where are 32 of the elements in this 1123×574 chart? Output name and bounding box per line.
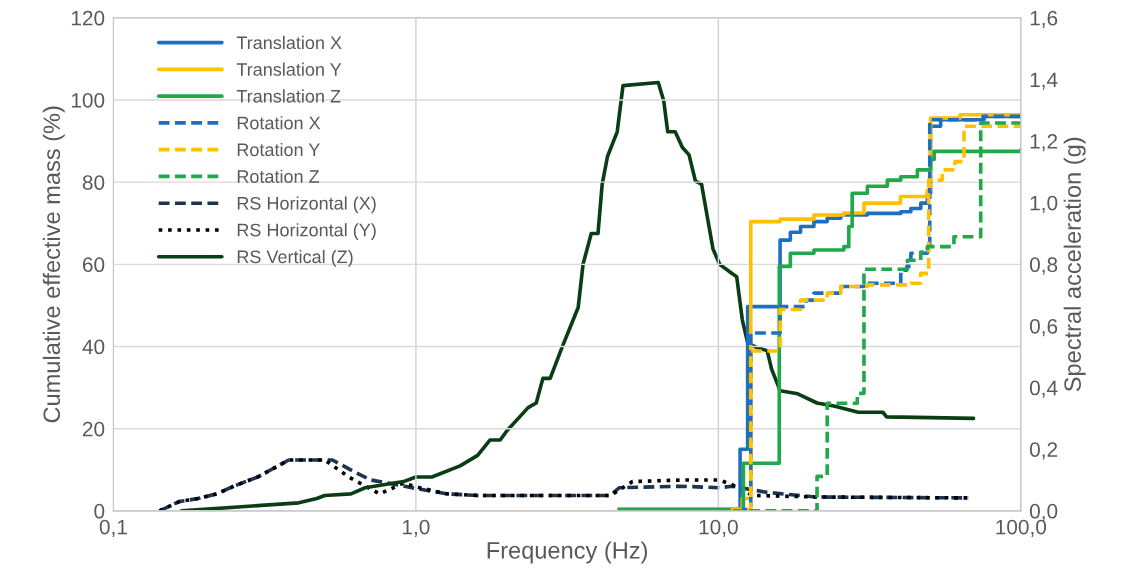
- y-tick-label: 20: [82, 421, 105, 437]
- y2-tick-label: 0,4: [1029, 380, 1058, 398]
- y2-tick-label: 0,6: [1029, 318, 1058, 337]
- legend-label: RS Horizontal (Y): [237, 223, 376, 240]
- y-tick-label: 60: [82, 257, 105, 273]
- y-tick-label: 100: [71, 92, 105, 108]
- y-axis-title: Cumulative effective mass (%): [42, 106, 65, 423]
- legend-label: Translation Z: [236, 89, 341, 103]
- y2-tick-label: 0,0: [1029, 503, 1058, 522]
- legend-label: Rotation Z: [237, 169, 320, 183]
- legend-label: Rotation Y: [237, 142, 320, 157]
- y-tick-label: 0: [94, 503, 105, 519]
- legend-label: RS Vertical (Z): [237, 249, 353, 267]
- legend-label: RS Horizontal (X): [237, 196, 376, 214]
- y2-tick-label: 1,2: [1030, 134, 1058, 152]
- y2-tick-label: 1,4: [1030, 72, 1058, 90]
- x-tick-label: 0,1: [99, 519, 127, 537]
- y2-axis-title: Spectral acceleration (g): [1063, 137, 1086, 392]
- x-axis-title: Frequency (Hz): [487, 541, 647, 564]
- y-tick-label: 120: [71, 10, 105, 26]
- y2-tick-label: 1,6: [1030, 10, 1058, 29]
- x-tick-label: 10,0: [699, 519, 738, 537]
- legend-label: Translation Y: [236, 62, 342, 76]
- legend-label: Rotation X: [237, 116, 321, 130]
- x-tick-label: 1,0: [402, 519, 430, 537]
- y-tick-label: 40: [82, 339, 105, 355]
- y2-tick-label: 1,0: [1030, 195, 1058, 213]
- y-tick-label: 80: [82, 175, 105, 190]
- x-tick-label: 100,0: [996, 519, 1047, 537]
- y2-tick-label: 0,2: [1029, 442, 1058, 460]
- legend-label: Translation X: [236, 35, 342, 50]
- y2-tick-label: 0,8: [1029, 257, 1058, 275]
